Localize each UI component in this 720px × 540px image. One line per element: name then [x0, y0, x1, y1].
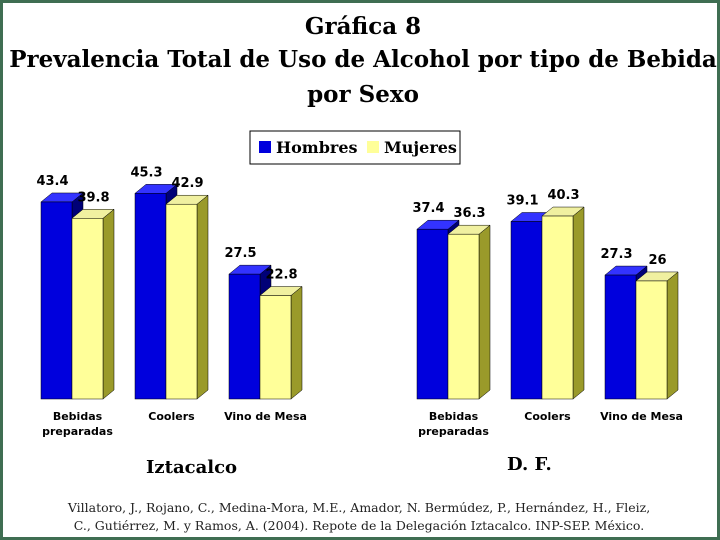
bar-side-mujeres — [572, 206, 585, 400]
category-label: Bebidas — [53, 410, 103, 423]
value-label-mujeres: 36.3 — [453, 206, 485, 221]
value-label-hombres: 27.5 — [224, 246, 256, 261]
bar-mujeres-0-0 — [71, 208, 115, 400]
chart-title-line-1: Gráfica 8 — [305, 13, 421, 40]
source-line-2: C., Gutiérrez, M. y Ramos, A. (2004). Re… — [74, 518, 644, 533]
bar-side-mujeres — [102, 208, 115, 400]
bar-side-mujeres — [290, 285, 303, 400]
value-label-mujeres: 40.3 — [547, 188, 579, 203]
category-label: preparadas — [418, 425, 489, 438]
bar-front-hombres — [604, 274, 637, 400]
legend-box — [249, 130, 461, 165]
chart-panel-df: 37.4 36.3 Bebidas preparadas 39.1 40.3 Coolers… — [412, 188, 682, 438]
bar-side-mujeres — [478, 224, 491, 400]
chart-panel-iztacalco: 43.4 39.8 Bebidas preparadas 45.3 42.9 Coolers… — [36, 165, 306, 438]
bar-mujeres-0-2 — [259, 285, 303, 400]
panel-label-df: D. F. — [507, 454, 552, 475]
source-line-1: Villatoro, J., Rojano, C., Medina-Mora, … — [67, 500, 650, 515]
bar-front-hombres — [134, 193, 167, 400]
bar-front-hombres — [228, 273, 261, 400]
category-label: Coolers — [148, 410, 195, 423]
category-label: Vino de Mesa — [600, 410, 683, 423]
bar-mujeres-0-1 — [165, 194, 209, 400]
category-label: Vino de Mesa — [224, 410, 307, 423]
bar-side-mujeres — [196, 194, 209, 400]
bar-mujeres-1-0 — [447, 224, 491, 400]
legend-swatch-hombres — [259, 141, 271, 153]
bar-mujeres-1-2 — [635, 271, 679, 400]
category-label: Bebidas — [429, 410, 479, 423]
chart-title-line-3: por Sexo — [307, 81, 419, 108]
legend-label-hombres: Hombres — [276, 138, 358, 157]
category-label: preparadas — [42, 425, 113, 438]
value-label-hombres: 37.4 — [412, 201, 444, 216]
value-label-mujeres: 22.8 — [265, 267, 297, 282]
bar-front-mujeres — [635, 280, 668, 400]
bar-front-mujeres — [541, 215, 574, 400]
chart-frame: Gráfica 8 Prevalencia Total de Uso de Al… — [3, 3, 717, 537]
legend: Hombres Mujeres — [249, 130, 461, 165]
value-label-hombres: 27.3 — [600, 247, 632, 262]
chart-canvas: Gráfica 8 Prevalencia Total de Uso de Al… — [9, 13, 717, 533]
bar-side-mujeres — [666, 271, 679, 400]
bar-front-hombres — [40, 201, 73, 400]
value-label-mujeres: 39.8 — [77, 190, 109, 205]
value-label-hombres: 43.4 — [36, 174, 68, 189]
chart-title-line-2: Prevalencia Total de Uso de Alcohol por … — [9, 46, 717, 73]
bar-front-mujeres — [165, 203, 198, 400]
value-label-hombres: 45.3 — [130, 165, 162, 180]
bar-front-mujeres — [71, 218, 104, 400]
value-label-mujeres: 26 — [648, 253, 666, 268]
bar-front-mujeres — [447, 233, 480, 400]
bar-front-hombres — [416, 228, 449, 400]
category-label: Coolers — [524, 410, 571, 423]
bar-front-hombres — [510, 221, 543, 400]
value-label-mujeres: 42.9 — [171, 176, 203, 191]
bar-front-mujeres — [259, 295, 292, 400]
value-label-hombres: 39.1 — [506, 193, 538, 208]
legend-swatch-mujeres — [367, 141, 379, 153]
bar-mujeres-1-1 — [541, 206, 585, 400]
panel-label-iztacalco: Iztacalco — [146, 457, 237, 478]
legend-label-mujeres: Mujeres — [384, 138, 457, 157]
